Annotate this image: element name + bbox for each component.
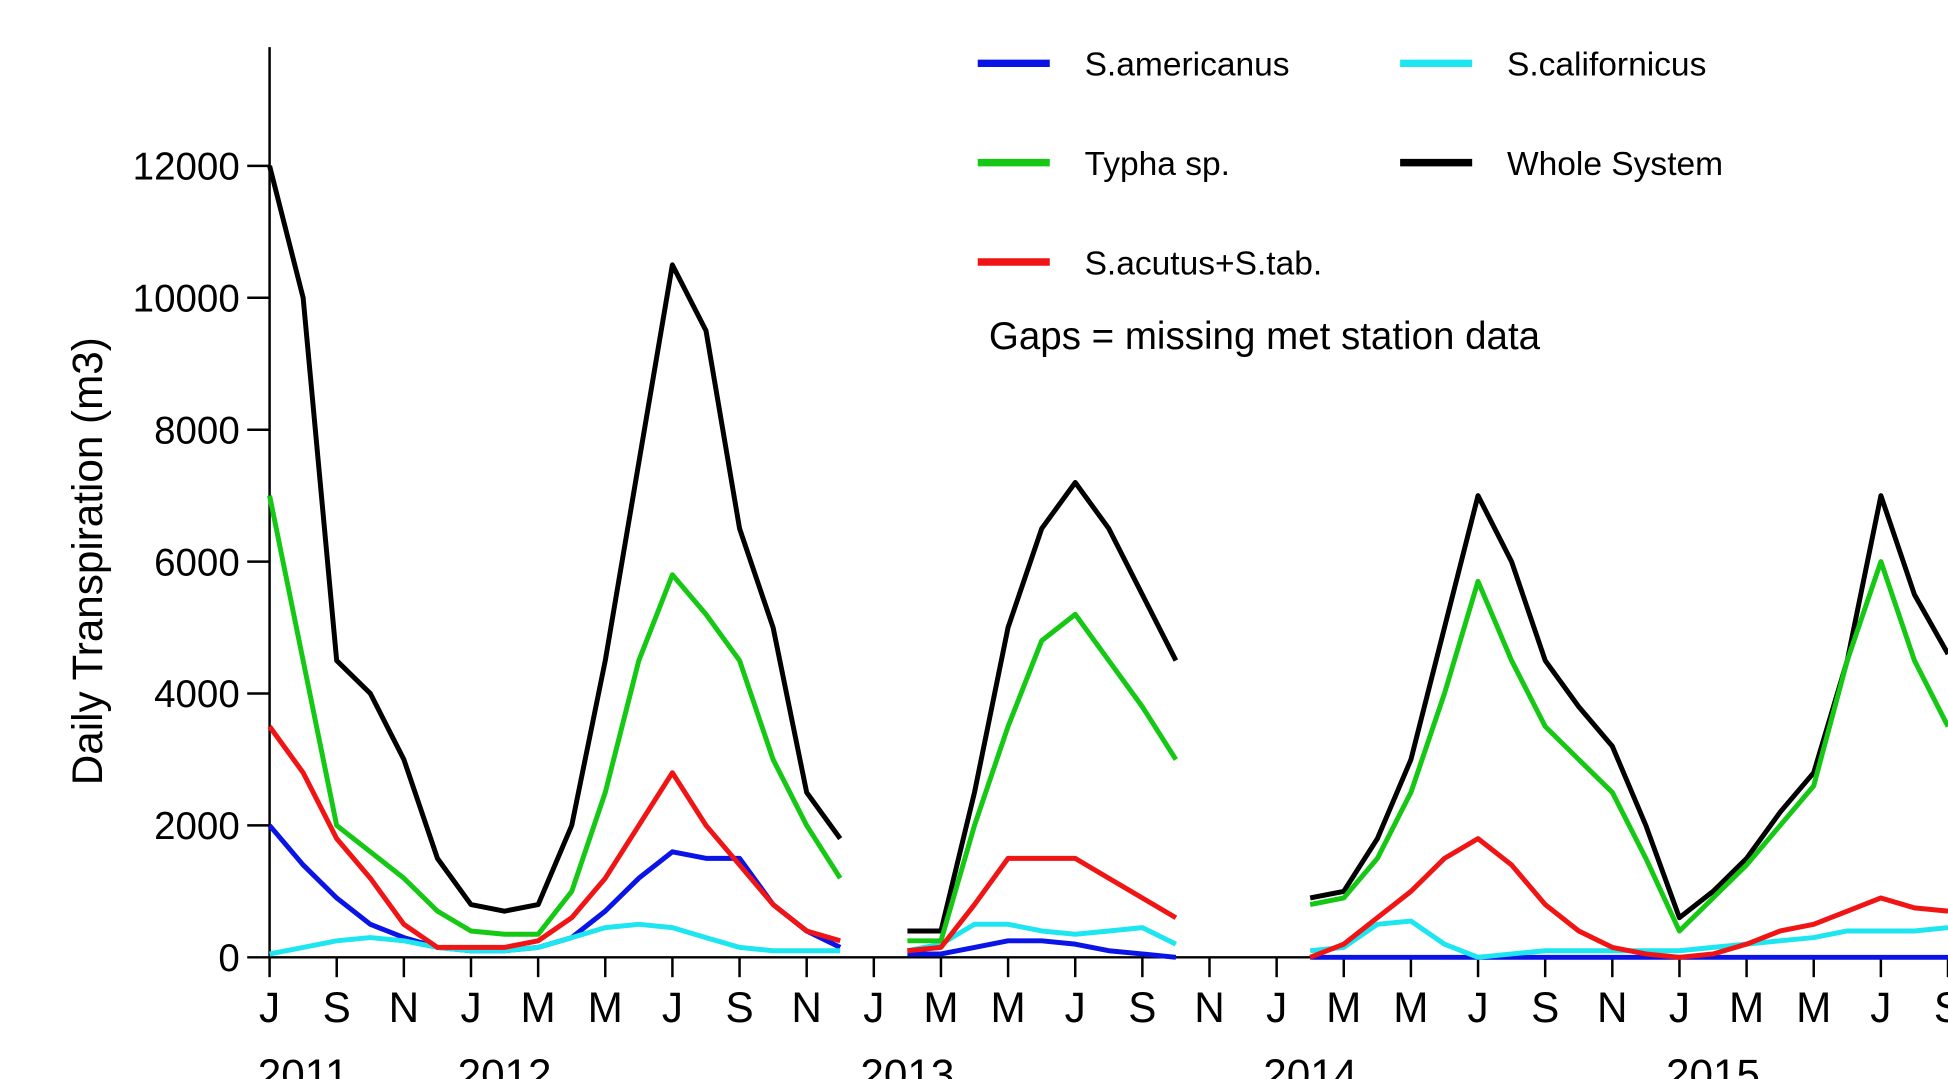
year-label: 2013 <box>860 1051 954 1079</box>
annotation: Gaps = missing met station data <box>989 315 1541 358</box>
x-tick-label: N <box>1597 984 1628 1031</box>
y-tick-label: 0 <box>218 937 239 980</box>
legend-label: S.californicus <box>1507 47 1706 84</box>
year-label: 2015 <box>1666 1051 1760 1079</box>
legend-label: Typha sp. <box>1085 146 1230 183</box>
y-tick-label: 4000 <box>154 673 240 716</box>
legend-label: Whole System <box>1507 146 1723 183</box>
x-tick-label: S <box>1934 984 1948 1031</box>
x-tick-label: M <box>521 984 556 1031</box>
x-tick-label: J <box>1467 984 1488 1031</box>
x-tick-label: M <box>1326 984 1361 1031</box>
x-tick-label: N <box>389 984 420 1031</box>
series-line <box>267 495 1948 944</box>
y-tick-label: 8000 <box>154 409 240 452</box>
x-tick-label: S <box>323 984 351 1031</box>
x-tick-label: N <box>791 984 822 1031</box>
x-tick-label: J <box>1669 984 1690 1031</box>
x-tick-label: J <box>662 984 683 1031</box>
y-tick-label: 10000 <box>133 277 240 320</box>
x-tick-label: J <box>1266 984 1287 1031</box>
year-label: 2014 <box>1263 1051 1357 1079</box>
legend-label: S.americanus <box>1085 47 1290 84</box>
series-line <box>267 823 1948 960</box>
y-tick-label: 12000 <box>133 146 240 189</box>
x-tick-label: J <box>1870 984 1891 1031</box>
x-tick-label: M <box>923 984 958 1031</box>
y-tick-label: 2000 <box>154 805 240 848</box>
x-tick-label: S <box>725 984 753 1031</box>
x-tick-label: M <box>588 984 623 1031</box>
x-tick-label: M <box>1393 984 1428 1031</box>
y-tick-label: 6000 <box>154 541 240 584</box>
series-line <box>267 725 1948 960</box>
x-tick-label: S <box>1128 984 1156 1031</box>
x-tick-label: J <box>460 984 481 1031</box>
x-tick-label: J <box>863 984 884 1031</box>
x-tick-label: M <box>1796 984 1831 1031</box>
x-tick-label: N <box>1194 984 1225 1031</box>
x-tick-label: M <box>1729 984 1764 1031</box>
x-tick-label: J <box>259 984 280 1031</box>
x-tick-label: M <box>990 984 1025 1031</box>
x-tick-label: S <box>1531 984 1559 1031</box>
x-tick-label: J <box>1065 984 1086 1031</box>
year-label: 2011 <box>258 1051 349 1079</box>
y-axis-label: Daily Transpiration (m3) <box>64 337 111 785</box>
legend-label: S.acutus+S.tab. <box>1085 245 1323 282</box>
year-label: 2012 <box>458 1051 552 1079</box>
